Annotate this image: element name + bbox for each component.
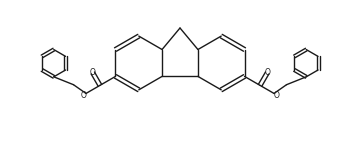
- Text: O: O: [90, 68, 96, 77]
- Text: O: O: [80, 91, 86, 100]
- Text: O: O: [264, 68, 270, 77]
- Text: O: O: [274, 91, 280, 100]
